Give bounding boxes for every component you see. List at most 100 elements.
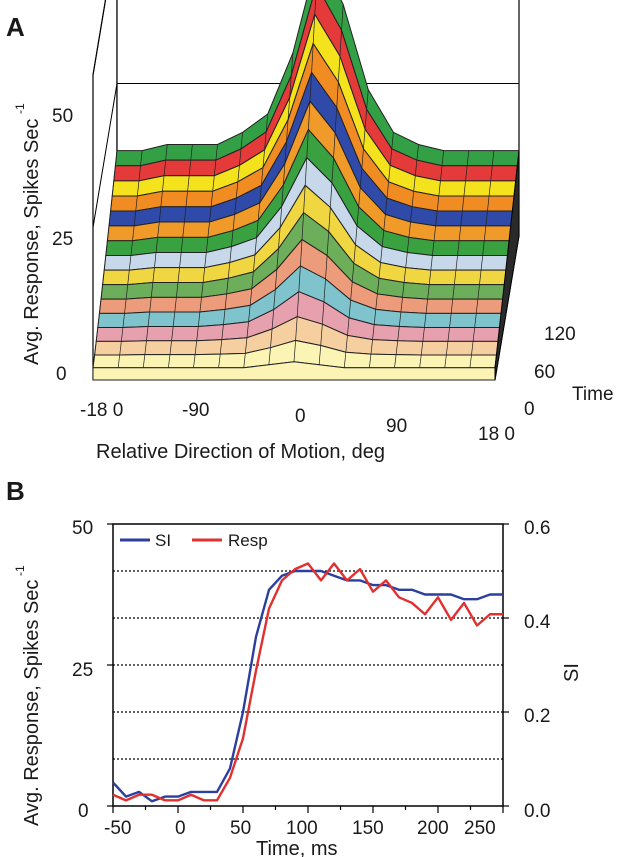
a-facet-7-0 xyxy=(103,255,107,271)
a-facet-1-10 xyxy=(345,335,348,353)
a-facet-3-15 xyxy=(474,313,477,328)
a-facet-0-9 xyxy=(318,345,322,365)
a-facet-10-1 xyxy=(133,210,137,226)
a-facet-7-15 xyxy=(480,255,484,271)
a-facet-5-2 xyxy=(150,282,154,298)
panel-b: B 50 25 0 0.6 0.4 0.2 0.0 -50 0 50 100 1… xyxy=(6,476,583,857)
a-facet-4-8 xyxy=(300,239,303,266)
a-facet-5-13 xyxy=(427,284,430,300)
a-facet-11-11 xyxy=(386,181,389,199)
a-facet-2-2 xyxy=(146,326,149,341)
b-x-tick-labels: -50 0 50 100 150 200 250 xyxy=(104,818,496,839)
a-facet-13-7 xyxy=(289,75,292,98)
a-facet-3-4 xyxy=(197,312,201,327)
a-facet-4-4 xyxy=(199,297,202,313)
panel-b-letter: B xyxy=(6,476,25,506)
a-facet-14-4 xyxy=(215,144,218,161)
a-facet-3-10 xyxy=(348,300,351,318)
a-facet-6-8 xyxy=(303,185,306,213)
a-facet-1-15 xyxy=(471,341,474,355)
a-facet-4-1 xyxy=(124,299,127,314)
a-facet-14-0 xyxy=(115,150,118,166)
b-x-tick-50: 50 xyxy=(230,818,251,839)
a-facet-12-3 xyxy=(187,175,190,192)
a-facet-4-2 xyxy=(149,297,152,313)
a-wall-grid-25 xyxy=(92,83,519,228)
a-facet-13-6 xyxy=(264,131,267,150)
a-facet-7-9 xyxy=(329,182,333,208)
a-facet-13-10 xyxy=(364,109,367,130)
a-facet-10-6 xyxy=(259,185,262,203)
a-facet-3-7 xyxy=(273,289,276,310)
a-facet-5-1 xyxy=(125,284,129,300)
a-facet-14-7 xyxy=(290,52,294,76)
a-facet-4-9 xyxy=(325,255,328,280)
a-facet-8-0 xyxy=(105,240,108,256)
a-facet-5-15 xyxy=(477,284,480,300)
a-facet-14-14 xyxy=(466,150,470,166)
a-facet-3-0 xyxy=(97,313,100,328)
a-facet-6-5 xyxy=(227,262,231,279)
a-facet-13-3 xyxy=(188,160,192,176)
a-facet-7-4 xyxy=(204,252,207,268)
a-facet-8-6 xyxy=(256,220,259,238)
a-facet-10-3 xyxy=(184,206,187,223)
b-x-tick-0: 0 xyxy=(175,818,186,839)
a-facet-7-7 xyxy=(279,206,283,228)
a-facet-3-5 xyxy=(223,309,226,325)
a-facet-2-10 xyxy=(347,317,350,336)
a-facet-1-6 xyxy=(245,337,248,354)
a-facet-6-4 xyxy=(202,267,206,283)
a-facet-13-5 xyxy=(239,148,242,166)
a-facet-3-6 xyxy=(248,305,251,322)
a-facet-9-11 xyxy=(383,214,386,231)
a-facet-10-7 xyxy=(284,141,287,164)
a-facet-9-15 xyxy=(483,225,487,241)
b-legend: SI Resp xyxy=(120,531,268,550)
a-facet-1-0 xyxy=(94,341,97,355)
a-facet-7-10 xyxy=(355,225,358,245)
a-facet-3-2 xyxy=(147,312,150,327)
a-facet-13-8 xyxy=(314,0,316,15)
panel-a-x-ticks: -18 0 -90 0 90 18 0 xyxy=(80,400,515,445)
a-facet-5-4 xyxy=(201,282,204,298)
a-facet-4-7 xyxy=(274,269,278,290)
a-facet-1-5 xyxy=(219,339,223,355)
a-facet-11-7 xyxy=(286,119,289,142)
a-facet-12-11 xyxy=(388,165,391,182)
a-facet-7-1 xyxy=(128,255,132,271)
a-facet-13-12 xyxy=(414,160,418,176)
b-y2-tick-0.2: 0.2 xyxy=(524,706,550,727)
a-facet-6-10 xyxy=(353,244,356,264)
a-facet-8-5 xyxy=(231,230,234,247)
a-z-axis-label: Time xyxy=(572,384,614,405)
b-y-axis-label: Avg. Response, Spikes Sec xyxy=(21,580,43,826)
a-x-tick-0: 0 xyxy=(295,406,306,427)
a-facet-1-1 xyxy=(119,341,122,355)
a-facet-14-12 xyxy=(416,144,419,161)
a-facet-3-9 xyxy=(323,278,326,302)
a-facet-10-9 xyxy=(334,107,338,133)
a-facet-13-11 xyxy=(389,148,393,166)
a-facet-1-12 xyxy=(395,340,399,355)
a-facet-11-4 xyxy=(210,191,214,207)
a-facet-10-10 xyxy=(359,168,363,188)
panel-a-z-ticks: 120 60 0 xyxy=(524,324,576,420)
a-x-tick-m90: -90 xyxy=(182,400,209,421)
a-facet-1-13 xyxy=(420,341,424,355)
a-facet-11-12 xyxy=(411,191,415,207)
b-y-axis-label-superscript: -1 xyxy=(13,565,27,576)
a-facet-6-14 xyxy=(454,270,457,285)
a-facet-9-0 xyxy=(107,225,110,241)
a-facet-1-2 xyxy=(144,340,147,355)
b-axis-ticks xyxy=(107,523,509,813)
a-facet-11-13 xyxy=(436,195,440,211)
a-facet-14-15 xyxy=(491,150,495,166)
a-y-axis-label: Avg. Response, Spikes Sec xyxy=(21,119,43,365)
a-facet-13-9 xyxy=(339,30,342,57)
a-facet-14-6 xyxy=(265,113,269,133)
a-facet-12-9 xyxy=(337,56,341,83)
a-facet-9-2 xyxy=(157,222,160,238)
a-facet-8-9 xyxy=(331,157,334,183)
